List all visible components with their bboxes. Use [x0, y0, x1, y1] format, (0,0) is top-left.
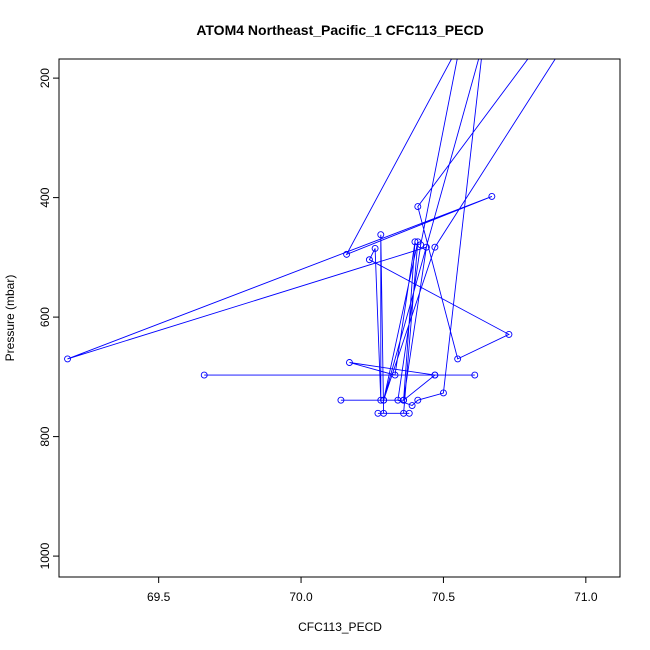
y-tick-label: 1000 — [38, 542, 52, 569]
data-point — [563, 39, 569, 45]
data-point — [480, 39, 486, 45]
data-point — [431, 243, 439, 251]
data-point — [200, 371, 208, 379]
data-point — [488, 192, 496, 200]
x-axis: 69.5 70.0 70.5 71.0 — [147, 577, 598, 604]
chart-title: ATOM4 Northeast_Pacific_1 CFC113_PECD — [196, 22, 483, 38]
data-point — [377, 396, 385, 404]
data-point — [417, 241, 425, 249]
y-axis: 200 400 600 800 1000 — [38, 68, 59, 569]
y-axis-label: Pressure (mbar) — [3, 275, 17, 362]
data-point — [414, 396, 422, 404]
x-tick-label: 70.0 — [289, 590, 313, 604]
data-point — [337, 396, 345, 404]
data-point — [394, 396, 402, 404]
data-point — [400, 409, 408, 417]
data-point — [431, 371, 439, 379]
data-point — [371, 244, 379, 252]
series-layer — [64, 39, 569, 417]
plot-frame — [58, 58, 621, 578]
data-point — [411, 238, 419, 246]
data-point — [458, 39, 464, 45]
data-point — [380, 396, 388, 404]
data-point — [391, 371, 399, 379]
data-point — [505, 330, 513, 338]
y-tick-label: 600 — [38, 307, 52, 327]
data-point — [439, 389, 447, 397]
x-tick-label: 69.5 — [147, 590, 171, 604]
series-line — [67, 59, 556, 414]
data-point — [365, 256, 373, 264]
y-tick-label: 200 — [38, 68, 52, 88]
data-point — [346, 359, 353, 366]
y-tick-label: 400 — [38, 187, 52, 207]
data-point — [374, 409, 382, 417]
data-point — [64, 355, 71, 363]
data-point — [343, 250, 351, 258]
data-point — [414, 203, 422, 211]
data-point — [408, 402, 416, 409]
data-point — [471, 371, 479, 379]
data-point — [377, 231, 385, 239]
x-tick-label: 71.0 — [574, 590, 598, 604]
x-tick-label: 70.5 — [432, 590, 456, 604]
x-axis-label: CFC113_PECD — [298, 620, 382, 634]
data-point — [537, 39, 543, 45]
data-point — [422, 243, 430, 251]
y-tick-label: 800 — [38, 426, 52, 446]
data-point — [454, 355, 462, 363]
